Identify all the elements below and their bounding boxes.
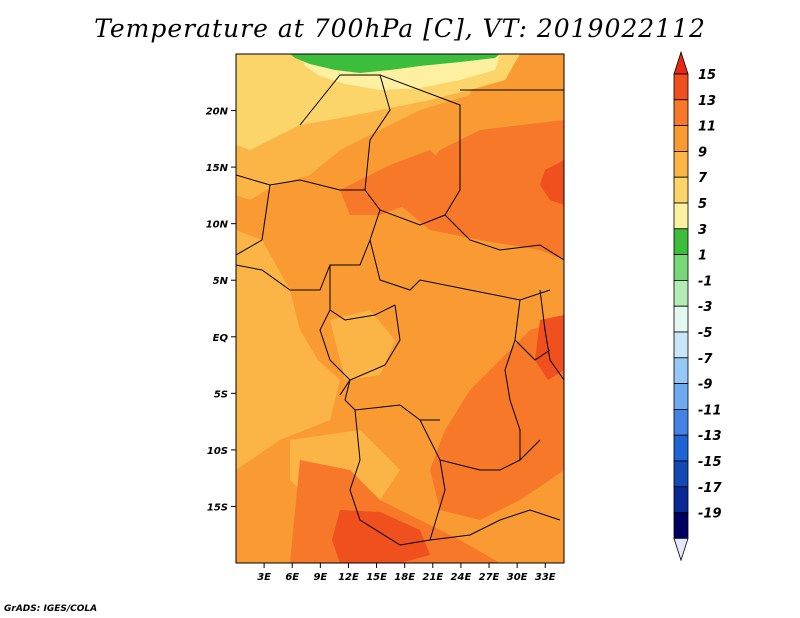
colorbar-label: -9	[698, 378, 712, 393]
x-tick-label: 9E	[313, 572, 327, 583]
field-13-15-lakes	[535, 315, 564, 380]
colorbar-segment	[673, 512, 689, 539]
x-tick-label: 12E	[338, 572, 359, 583]
colorbar-segment	[673, 228, 689, 256]
grads-credit: GrADS: IGES/COLA	[4, 604, 98, 614]
colorbar-label: -7	[698, 352, 713, 367]
y-tick-label: 20N	[206, 107, 229, 118]
colorbar-segment	[673, 486, 689, 513]
x-tick-label: 27E	[479, 572, 500, 583]
colorbar-segment	[673, 202, 689, 230]
x-tick-label: 18E	[394, 572, 415, 583]
colorbar-segment	[673, 305, 689, 333]
field-11-13-northcentral	[340, 150, 450, 215]
colorbar-segment	[673, 434, 689, 462]
colorbar-label: -1	[698, 274, 712, 289]
colorbar-segment	[673, 331, 689, 359]
x-tick-label: 3E	[257, 572, 271, 583]
colorbar-segment	[673, 383, 689, 410]
colorbar-segment	[673, 99, 689, 127]
chart-title: Temperature at 700hPa [C], VT: 201902211…	[94, 14, 706, 43]
colorbar-segment	[673, 279, 689, 307]
colorbar-label: 15	[698, 68, 716, 83]
colorbar-label: -11	[698, 403, 722, 418]
field-7-9-central	[330, 310, 395, 380]
colorbar-segment	[673, 176, 689, 204]
colorbar-segment	[673, 460, 689, 488]
colorbar-label: -3	[698, 300, 712, 315]
field-11-13-southeast	[430, 320, 564, 520]
colorbar-label: -17	[698, 481, 722, 496]
colorbar-label: 13	[698, 94, 716, 109]
colorbar-bottom-arrow	[673, 538, 689, 562]
y-tick-label: 10N	[206, 220, 229, 231]
x-axis: 3E 6E 9E 12E 15E 18E 21E 24E 27E 30E 33E	[257, 563, 556, 583]
field-1-3-north	[290, 54, 500, 73]
colorbar-label: 5	[698, 197, 707, 212]
colorbar-segment	[673, 254, 689, 281]
colorbar-label: 1	[698, 249, 707, 264]
x-tick-label: 6E	[285, 572, 299, 583]
x-tick-label: 33E	[535, 572, 556, 583]
colorbar-segment	[673, 357, 689, 384]
x-tick-label: 15E	[366, 572, 387, 583]
colorbar-top-arrow	[673, 50, 689, 75]
colorbar-label: -15	[698, 455, 722, 470]
field-13-15-east	[540, 160, 564, 205]
colorbar-label: 7	[698, 171, 708, 186]
colorbar-segment	[673, 150, 689, 178]
field-13-15-south	[332, 510, 430, 563]
y-tick-label: 10S	[207, 446, 228, 457]
field-7-9-west	[236, 230, 340, 470]
y-tick-label: EQ	[213, 333, 229, 344]
colorbar-label: 9	[698, 145, 707, 160]
colorbar-segment	[673, 73, 689, 101]
x-tick-label: 24E	[451, 572, 472, 583]
y-tick-label: 15S	[207, 502, 228, 513]
colorbar-label: 3	[698, 223, 707, 238]
map-frame	[235, 53, 565, 564]
colorbar-label: -5	[698, 326, 712, 341]
x-tick-label: 30E	[507, 572, 528, 583]
y-tick-label: 5S	[214, 389, 228, 400]
temperature-field	[236, 54, 564, 563]
y-tick-label: 5N	[213, 276, 229, 287]
country-borders	[236, 74, 564, 546]
y-axis: 20N 15N 10N 5N EQ 5S 10S 15S	[206, 107, 236, 513]
colorbar-segment	[673, 125, 689, 152]
y-tick-label: 15N	[206, 163, 229, 174]
colorbar-label: 11	[698, 120, 716, 135]
field-11-13-east	[400, 120, 564, 260]
colorbar-label: -13	[698, 429, 722, 444]
colorbar: 15 13 11 9 7 5 3 1 -1 -3 -5 -7 -9 -11 -13 -15 -17 -19	[673, 50, 722, 562]
colorbar-label: -19	[698, 507, 722, 522]
x-tick-label: 21E	[422, 572, 443, 583]
colorbar-segment	[673, 408, 689, 436]
